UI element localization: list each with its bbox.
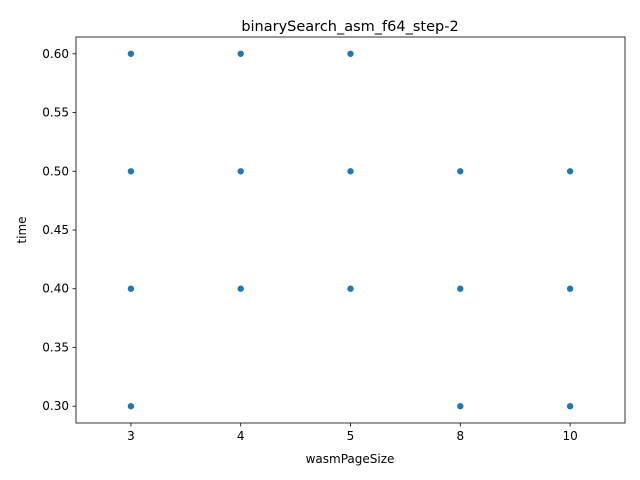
data-points [127,50,574,410]
y-tick-label: 0.40 [42,282,69,296]
y-tick-label: 0.45 [42,223,69,237]
y-axis-label: time [15,216,29,243]
x-axis-label: wasmPageSize [306,452,395,466]
x-tick-label: 8 [456,429,464,443]
data-point [566,168,574,175]
data-point [127,403,135,410]
data-point [566,285,574,292]
data-point [347,168,354,175]
data-point [127,285,135,292]
y-tick-label: 0.55 [42,106,69,120]
x-tick-label: 3 [127,429,135,443]
data-point [457,168,464,175]
y-tick-label: 0.50 [42,164,69,178]
data-point [347,50,354,57]
x-axis: 3 4 5 8 10 [127,423,578,443]
data-point [457,285,464,292]
y-tick-label: 0.35 [42,340,69,354]
data-point [237,168,244,175]
chart-title: binarySearch_asm_f64_step-2 [241,19,458,35]
x-tick-label: 4 [237,429,245,443]
y-axis: 0.30 0.35 0.40 0.45 0.50 0.55 0.60 [42,47,76,413]
data-point [566,403,574,410]
y-tick-label: 0.60 [42,47,69,61]
data-point [127,50,135,57]
data-point [237,50,244,57]
data-point [457,403,464,410]
data-point [237,285,244,292]
data-point [347,285,354,292]
y-tick-label: 0.30 [42,399,69,413]
x-tick-label: 10 [562,429,577,443]
data-point [127,168,135,175]
x-tick-label: 5 [347,429,355,443]
